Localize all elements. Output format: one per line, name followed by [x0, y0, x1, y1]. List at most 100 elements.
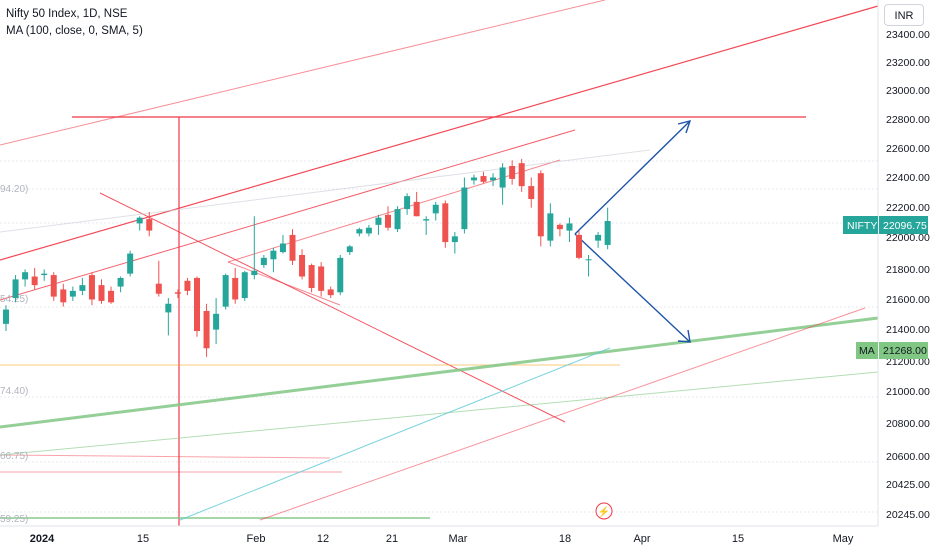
candle-body — [136, 217, 143, 224]
candle-body — [60, 289, 67, 303]
left-edge-label: 66.75) — [0, 451, 28, 462]
price-tick-label: 21000.00 — [886, 386, 930, 398]
ma-value-badge — [879, 342, 928, 359]
price-tick-label: 22000.00 — [886, 232, 930, 244]
candle-body — [556, 224, 563, 230]
green-support-line — [0, 371, 879, 456]
symbol-badge — [843, 216, 878, 234]
candle-body — [394, 209, 401, 230]
trendline-channel-mid — [0, 129, 576, 301]
moving-average-line — [0, 316, 879, 429]
candle-body — [509, 166, 516, 179]
time-tick-label: 15 — [732, 533, 744, 545]
price-axis[interactable]: 23400.00 23200.00 23000.00 22800.00 22600.00… — [843, 0, 932, 550]
ma-value: 21268.00 — [883, 345, 927, 357]
candle-body — [356, 229, 363, 234]
price-tick-label: 22400.00 — [886, 172, 930, 184]
price-tick-label: 22800.00 — [886, 114, 930, 126]
candle-body — [451, 236, 458, 243]
time-tick-label: 2024 — [30, 533, 55, 545]
time-tick-label: Feb — [247, 533, 266, 545]
symbol-badge-label: NIFTY — [847, 220, 877, 232]
trendline-descending — [99, 192, 566, 423]
candle-body — [413, 201, 420, 217]
candle-body — [461, 187, 468, 230]
candle-body — [585, 259, 592, 261]
price-tick-label: 20425.00 — [886, 479, 930, 491]
candle-body — [127, 253, 134, 274]
time-tick-label: 21 — [386, 533, 398, 545]
price-tick-label: 23000.00 — [886, 85, 930, 97]
candle-body — [289, 234, 296, 261]
candle-body — [480, 176, 487, 182]
candle-body — [165, 303, 172, 313]
candle-body — [108, 290, 115, 303]
time-tick-label: May — [833, 533, 854, 545]
candle-body — [146, 219, 153, 231]
candle-body — [251, 270, 258, 276]
price-axis-bg — [878, 0, 932, 550]
drawing-layer: ⚡ 94.20) 54.25) 74.40) 66.75) 59.25) — [0, 0, 879, 526]
left-edge-label: 54.25) — [0, 294, 28, 305]
candle-body — [327, 289, 334, 296]
candles-layer — [3, 158, 611, 357]
candle-body — [22, 272, 29, 280]
candle-body — [442, 203, 449, 243]
candle-body — [155, 283, 162, 294]
candle-body — [299, 254, 306, 277]
candle-body — [117, 277, 124, 287]
last-price-badge — [879, 216, 928, 234]
candle-body — [404, 196, 411, 210]
candle-body — [528, 186, 535, 200]
candle-body — [308, 265, 315, 288]
time-tick-label: Apr — [633, 533, 650, 545]
ma-badge — [856, 342, 878, 359]
candle-body — [518, 163, 525, 187]
candle-body — [432, 204, 439, 214]
event-icon — [595, 502, 613, 520]
price-tick-label: 23200.00 — [886, 57, 930, 69]
candle-body — [499, 167, 506, 188]
projection-up-arrowhead — [677, 120, 692, 134]
trendline-upper-channel — [0, 0, 606, 146]
price-tick-label: 20800.00 — [886, 418, 930, 430]
candle-body — [423, 219, 430, 221]
candle-body — [365, 227, 372, 234]
price-tick-label: 21400.00 — [886, 324, 930, 336]
event-icon-glyph: ⚡ — [598, 505, 610, 518]
candle-body — [79, 285, 86, 291]
candle-body — [213, 313, 220, 330]
last-price-value: 22096.75 — [883, 220, 927, 232]
price-tick-label: 22600.00 — [886, 143, 930, 155]
candle-body — [50, 275, 57, 297]
price-tick-label: 20600.00 — [886, 451, 930, 463]
time-tick-label: 18 — [559, 533, 571, 545]
candle-body — [12, 279, 19, 299]
indicator-legend[interactable]: MA (100, close, 0, SMA, 5) — [6, 25, 143, 37]
candle-body — [41, 273, 48, 276]
price-tick-label: 21800.00 — [886, 264, 930, 276]
candle-body — [184, 280, 191, 291]
left-edge-label: 59.25) — [0, 514, 28, 525]
trendline-channel-top — [0, 5, 879, 261]
grey-channel-line — [0, 149, 651, 233]
cyan-trendline — [179, 347, 611, 521]
candle-body — [203, 310, 210, 349]
time-tick-label: Mar — [449, 533, 468, 545]
candle-body — [537, 173, 544, 237]
projection-up-line — [574, 120, 691, 235]
currency-button[interactable]: INR — [884, 4, 924, 26]
projection-down-line — [574, 233, 691, 343]
candle-body — [69, 290, 76, 297]
time-tick-label: 15 — [137, 533, 149, 545]
candle-body — [375, 217, 382, 225]
time-axis[interactable]: 2024 15 Feb 12 21 Mar 18 Apr 15 May — [0, 525, 878, 545]
candle-body — [98, 285, 105, 301]
candle-body — [576, 234, 582, 258]
candle-body — [232, 277, 239, 300]
projection-down-arrowhead — [677, 329, 691, 343]
candle-body — [3, 309, 9, 324]
candle-body — [174, 292, 181, 294]
price-tick-label: 20245.00 — [886, 509, 930, 521]
